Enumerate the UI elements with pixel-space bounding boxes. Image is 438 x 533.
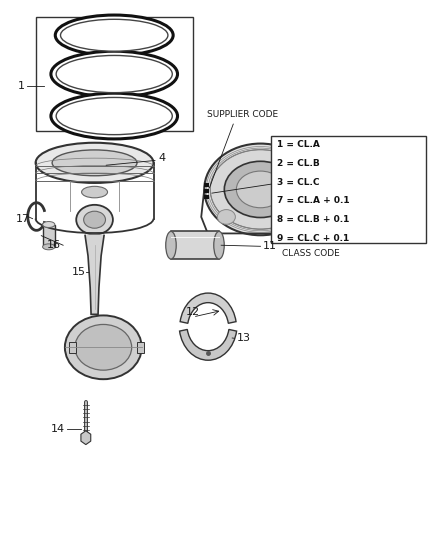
Text: 16: 16: [47, 240, 61, 250]
Text: 2 = CL.B: 2 = CL.B: [277, 159, 319, 168]
Ellipse shape: [51, 93, 177, 139]
Text: 8 = CL.B + 0.1: 8 = CL.B + 0.1: [277, 215, 349, 224]
Ellipse shape: [56, 98, 172, 135]
Text: 4: 4: [159, 152, 166, 163]
Wedge shape: [180, 293, 236, 324]
Text: 17: 17: [16, 214, 30, 224]
Ellipse shape: [210, 150, 311, 229]
Text: 12: 12: [186, 306, 200, 317]
Ellipse shape: [42, 222, 55, 228]
Bar: [204, 189, 209, 193]
Bar: [138, 342, 145, 353]
Text: 1: 1: [18, 81, 25, 91]
Ellipse shape: [51, 51, 177, 97]
Ellipse shape: [65, 316, 142, 379]
Bar: [35, 17, 193, 131]
Text: CLASS CODE: CLASS CODE: [282, 249, 339, 259]
Ellipse shape: [42, 244, 55, 250]
Ellipse shape: [224, 161, 297, 217]
Wedge shape: [180, 329, 237, 360]
Text: SUPPLIER CODE: SUPPLIER CODE: [208, 110, 279, 119]
Ellipse shape: [84, 211, 106, 228]
Text: 11: 11: [263, 241, 277, 251]
Ellipse shape: [217, 209, 235, 224]
Text: 1 = CL.A: 1 = CL.A: [277, 140, 319, 149]
Bar: [272, 136, 426, 243]
Bar: [42, 224, 55, 247]
Ellipse shape: [166, 231, 176, 259]
Text: 7 = CL.A + 0.1: 7 = CL.A + 0.1: [277, 196, 349, 205]
Ellipse shape: [76, 205, 113, 235]
Text: 3 = CL.C: 3 = CL.C: [277, 177, 319, 187]
Ellipse shape: [286, 209, 304, 224]
Ellipse shape: [60, 19, 168, 51]
Ellipse shape: [56, 55, 172, 93]
Ellipse shape: [52, 150, 137, 176]
Text: 15: 15: [72, 267, 86, 277]
Ellipse shape: [35, 143, 153, 183]
Text: 14: 14: [51, 424, 65, 434]
Ellipse shape: [55, 15, 173, 55]
Ellipse shape: [214, 231, 224, 259]
Bar: [69, 342, 76, 353]
Ellipse shape: [204, 143, 317, 235]
Ellipse shape: [75, 325, 132, 370]
Bar: [204, 183, 209, 187]
Bar: [171, 231, 219, 259]
Text: 13: 13: [237, 333, 251, 343]
Text: 9 = CL.C + 0.1: 9 = CL.C + 0.1: [277, 234, 349, 243]
Ellipse shape: [81, 187, 108, 198]
Bar: [204, 195, 209, 199]
Polygon shape: [85, 235, 104, 314]
Ellipse shape: [237, 171, 285, 208]
